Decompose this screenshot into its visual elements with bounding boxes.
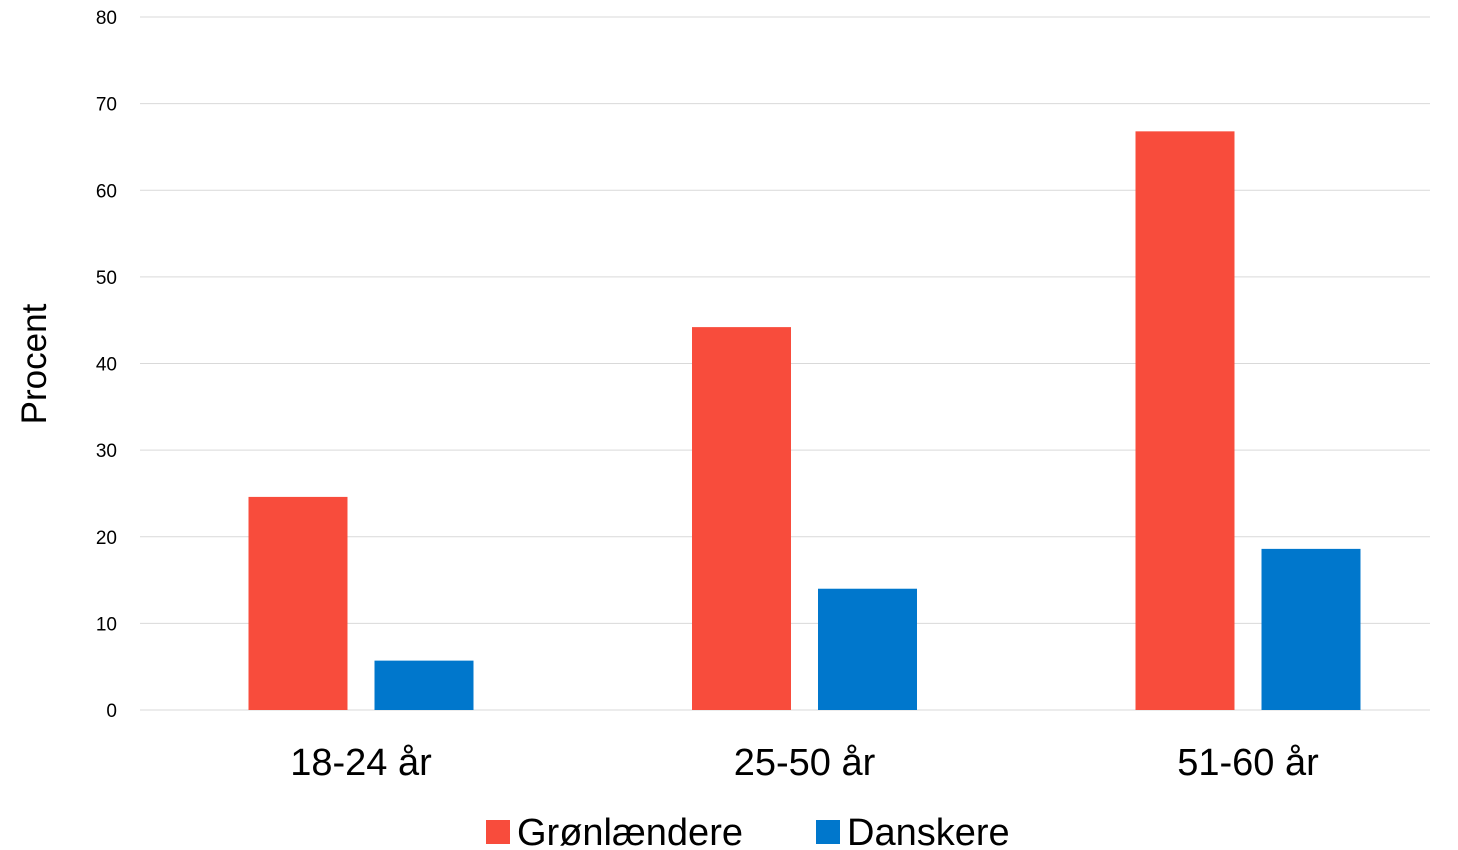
y-tick-label: 40: [96, 355, 117, 376]
y-tick-label: 80: [96, 8, 117, 29]
legend-swatch: [816, 820, 840, 844]
legend-label: Grønlændere: [517, 812, 743, 850]
bar-danskere: [818, 588, 917, 710]
bar-danskere: [1261, 548, 1361, 710]
bar-gronlaendere: [248, 496, 348, 710]
bar-danskere: [374, 660, 474, 710]
y-tick-label: 20: [96, 528, 117, 549]
y-axis-tick-labels: 0 10 20 30 40 50 60 70 80: [96, 8, 117, 722]
y-tick-label: 60: [96, 181, 117, 202]
x-category-label: 51-60 år: [1177, 742, 1319, 784]
legend-swatch: [486, 820, 510, 844]
bar-gronlaendere: [1135, 131, 1235, 711]
y-tick-label: 70: [96, 95, 117, 116]
bars: [248, 131, 1361, 711]
legend: Grønlændere Danskere: [486, 812, 1010, 850]
x-axis-category-labels: 18-24 år 25-50 år 51-60 år: [290, 742, 1319, 784]
x-category-label: 18-24 år: [290, 742, 432, 784]
y-tick-label: 30: [96, 441, 117, 462]
y-tick-label: 0: [106, 701, 117, 722]
y-axis-title: Procent: [15, 303, 54, 424]
y-tick-label: 10: [96, 614, 117, 635]
y-tick-label: 50: [96, 268, 117, 289]
legend-label: Danskere: [847, 812, 1010, 850]
bar-gronlaendere: [692, 327, 791, 710]
x-category-label: 25-50 år: [734, 742, 876, 784]
